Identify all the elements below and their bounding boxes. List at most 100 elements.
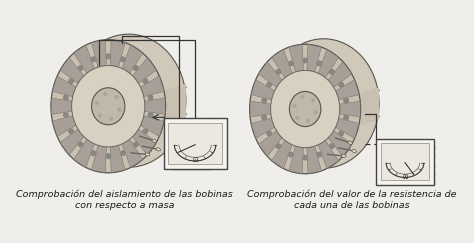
Ellipse shape (91, 88, 125, 125)
Polygon shape (289, 44, 303, 75)
Ellipse shape (156, 148, 161, 151)
Circle shape (314, 110, 318, 114)
Polygon shape (74, 45, 96, 77)
Text: cada una de las bobinas: cada una de las bobinas (293, 201, 409, 210)
Bar (376, 139, 434, 185)
Polygon shape (361, 87, 379, 125)
Circle shape (317, 61, 322, 66)
Polygon shape (91, 40, 107, 71)
Polygon shape (60, 126, 87, 155)
Circle shape (120, 57, 125, 62)
Polygon shape (317, 138, 338, 169)
Bar (168, 123, 222, 165)
Polygon shape (326, 128, 352, 156)
Ellipse shape (152, 139, 156, 142)
Polygon shape (110, 40, 125, 71)
Polygon shape (91, 141, 107, 173)
Circle shape (267, 131, 272, 136)
Circle shape (98, 113, 102, 117)
Ellipse shape (145, 153, 150, 156)
Text: Ω: Ω (192, 157, 198, 163)
Ellipse shape (51, 40, 165, 173)
Ellipse shape (71, 34, 186, 167)
Circle shape (317, 152, 322, 157)
Ellipse shape (271, 70, 340, 148)
Circle shape (69, 79, 73, 84)
Polygon shape (326, 62, 352, 90)
Polygon shape (250, 101, 275, 117)
Circle shape (95, 101, 99, 105)
Circle shape (262, 98, 266, 103)
Polygon shape (120, 136, 143, 167)
Circle shape (311, 98, 315, 102)
Polygon shape (259, 62, 284, 90)
Text: con respecto a masa: con respecto a masa (75, 201, 174, 210)
Circle shape (289, 61, 293, 66)
Circle shape (143, 79, 148, 84)
Polygon shape (259, 128, 284, 156)
Polygon shape (317, 50, 338, 81)
Polygon shape (130, 58, 156, 86)
Circle shape (69, 129, 73, 133)
Circle shape (292, 104, 296, 108)
Circle shape (143, 129, 148, 133)
Circle shape (276, 69, 281, 74)
Circle shape (120, 151, 125, 156)
Bar (164, 118, 227, 169)
Circle shape (262, 115, 266, 120)
Circle shape (303, 155, 308, 160)
Polygon shape (289, 143, 303, 174)
Circle shape (329, 69, 334, 74)
Circle shape (303, 58, 308, 63)
Polygon shape (110, 141, 125, 173)
Circle shape (339, 82, 344, 87)
Polygon shape (307, 44, 321, 75)
Circle shape (134, 66, 138, 70)
Polygon shape (130, 126, 156, 155)
Circle shape (106, 54, 110, 59)
Circle shape (109, 117, 113, 121)
Circle shape (134, 142, 138, 147)
Circle shape (339, 131, 344, 136)
Polygon shape (272, 138, 293, 169)
Ellipse shape (290, 91, 321, 127)
Polygon shape (53, 76, 80, 98)
Polygon shape (251, 117, 278, 139)
Ellipse shape (268, 39, 379, 168)
Circle shape (103, 92, 107, 95)
Polygon shape (120, 45, 143, 77)
Polygon shape (60, 58, 87, 86)
Ellipse shape (72, 66, 145, 147)
Circle shape (329, 144, 334, 148)
Polygon shape (53, 114, 80, 137)
Circle shape (64, 95, 68, 100)
Circle shape (267, 82, 272, 87)
Circle shape (344, 98, 348, 103)
Circle shape (91, 57, 96, 62)
Circle shape (295, 116, 299, 120)
Polygon shape (165, 84, 186, 123)
Polygon shape (251, 80, 278, 101)
Circle shape (306, 119, 310, 123)
Polygon shape (272, 50, 293, 81)
Circle shape (276, 144, 281, 148)
Polygon shape (51, 98, 77, 114)
Circle shape (91, 151, 96, 156)
Circle shape (115, 95, 118, 99)
Polygon shape (137, 76, 164, 98)
Circle shape (78, 66, 83, 70)
Circle shape (106, 154, 110, 158)
Polygon shape (336, 101, 360, 117)
Text: Comprobación del aislamiento de las bobinas: Comprobación del aislamiento de las bobi… (17, 189, 233, 199)
Polygon shape (332, 80, 359, 101)
Circle shape (148, 95, 153, 100)
Circle shape (148, 113, 153, 117)
Polygon shape (137, 114, 164, 137)
Text: Comprobación del valor de la resistencia de: Comprobación del valor de la resistencia… (246, 189, 456, 199)
Polygon shape (332, 117, 359, 139)
Bar (381, 143, 429, 180)
Circle shape (344, 115, 348, 120)
Circle shape (118, 108, 121, 112)
Polygon shape (139, 98, 165, 114)
Ellipse shape (352, 149, 356, 153)
